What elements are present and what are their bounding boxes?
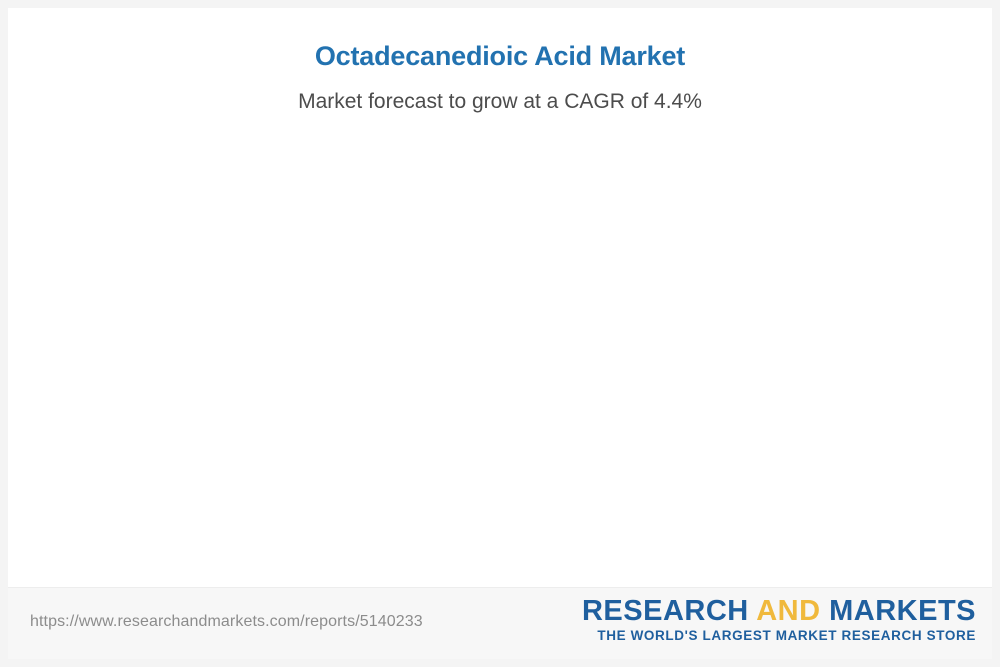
brand-name-and: AND bbox=[756, 595, 830, 627]
chart-subtitle: Market forecast to grow at a CAGR of 4.4… bbox=[298, 90, 702, 113]
brand-name-markets: MARKETS bbox=[829, 595, 976, 627]
brand-tagline: THE WORLD'S LARGEST MARKET RESEARCH STOR… bbox=[597, 628, 976, 644]
footer: https://www.researchandmarkets.com/repor… bbox=[8, 587, 992, 659]
chart-card: Octadecanedioic Acid Market Market forec… bbox=[8, 8, 992, 659]
brand-name: RESEARCH AND MARKETS bbox=[582, 596, 976, 626]
brand-name-research: RESEARCH bbox=[581, 595, 757, 627]
report-url[interactable]: https://www.researchandmarkets.com/repor… bbox=[30, 613, 423, 630]
brand-logo[interactable]: RESEARCH AND MARKETS THE WORLD'S LARGEST… bbox=[582, 596, 976, 644]
chart-plot-area: USD 9.5 Million bbox=[8, 8, 992, 588]
page-title: Octadecanedioic Acid Market bbox=[314, 41, 686, 71]
